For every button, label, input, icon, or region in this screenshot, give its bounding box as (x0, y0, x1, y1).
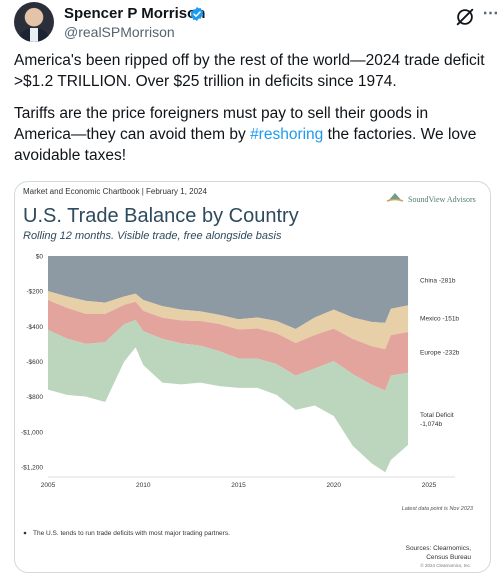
y-tick-label: $0 (36, 254, 44, 261)
post-header: Spencer P Morrison @realSPMorrison ⋯ (14, 2, 499, 42)
series-labels: China -281b Mexico -151b Europe -232b Total… (420, 278, 460, 428)
area-china (48, 256, 409, 329)
y-tick-label: -$200 (26, 289, 43, 296)
post-text: America's been ripped off by the rest of… (14, 50, 488, 177)
series-label: China -281b (420, 278, 456, 285)
hashtag-link[interactable]: #reshoring (250, 126, 324, 143)
verified-badge-icon (190, 7, 204, 21)
bullet-dot (23, 531, 27, 535)
area-mexico (48, 291, 409, 350)
y-tick-label: -$800 (26, 394, 43, 401)
chart-sources-2: Census Bureau (426, 554, 471, 561)
chart-brand: SoundView Advisors (408, 195, 476, 204)
grok-icon[interactable] (454, 6, 476, 28)
chart-areas (48, 256, 409, 473)
chart-copyright: © 2024 Clearnomics, Inc. (420, 562, 471, 568)
trade-balance-chart: Market and Economic Chartbook | February… (21, 187, 476, 568)
chart-source-line: Market and Economic Chartbook | February… (23, 187, 208, 196)
series-label: -1,074b (420, 421, 442, 428)
chart-subtitle: Rolling 12 months. Visible trade, free a… (23, 230, 282, 242)
chart-sources-1: Sources: Clearnomics, (406, 545, 472, 552)
post-paragraph-2-end: the factories. We love avoidable taxes! (14, 126, 477, 164)
x-tick-label: 2005 (41, 482, 56, 489)
more-options-icon[interactable]: ⋯ (482, 5, 500, 22)
y-tick-label: -$600 (26, 359, 43, 366)
y-axis: $0 -$200 -$400 -$600 -$800 -$1,000 -$1,200 (21, 254, 43, 472)
y-tick-label: -$1,200 (21, 465, 43, 472)
series-label: Mexico -151b (420, 316, 459, 323)
post-paragraph-2-start: Tariffs are the price foreigners must pa… (14, 105, 429, 143)
x-axis: 2005 2010 2015 2020 2025 (41, 476, 455, 489)
author-handle[interactable]: @realSPMorrison (64, 24, 175, 40)
y-tick-label: -$1,000 (21, 429, 43, 436)
y-tick-label: -$400 (26, 324, 43, 331)
post-paragraph-1: America's been ripped off by the rest of… (14, 52, 485, 90)
area-total-deficit (48, 320, 409, 473)
series-label: Total Deficit (420, 412, 454, 419)
x-tick-label: 2010 (136, 482, 151, 489)
x-tick-label: 2020 (327, 482, 342, 489)
attached-chart-image[interactable]: Market and Economic Chartbook | February… (14, 181, 491, 573)
area-europe (48, 299, 409, 391)
author-avatar[interactable] (14, 2, 54, 42)
chart-title: U.S. Trade Balance by Country (23, 205, 299, 227)
x-tick-label: 2015 (231, 482, 246, 489)
post-paragraph-2: Tariffs are the price foreigners must pa… (14, 103, 488, 166)
x-tick-label: 2025 (422, 482, 437, 489)
soundview-logo-icon (386, 193, 404, 202)
latest-data-note: Latest data point is Nov 2023 (402, 506, 474, 512)
author-display-name[interactable]: Spencer P Morrison (64, 5, 206, 22)
chart-bullet-note: The U.S. tends to run trade deficits wit… (33, 530, 230, 537)
series-label: Europe -232b (420, 349, 460, 356)
